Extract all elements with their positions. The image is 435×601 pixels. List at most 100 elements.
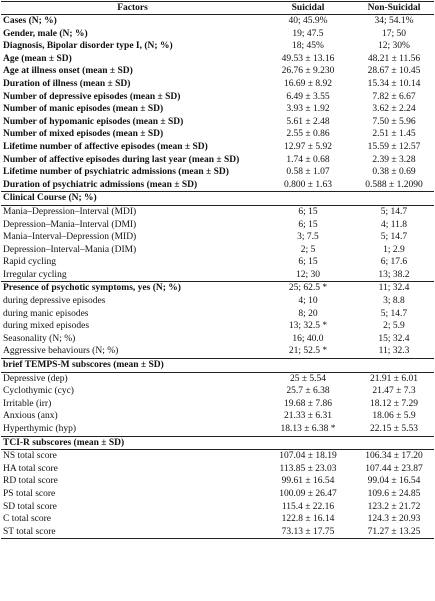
tci-heading: TCI-R subscores (mean ± SD) xyxy=(1,435,434,451)
table-row: Duration of psychiatric admissions (mean… xyxy=(1,179,434,192)
row-label: Mania–Interval–Depression (MID) xyxy=(3,232,137,243)
non-suicidal-value: 2.39 ± 3.28 xyxy=(372,154,416,165)
row-label: Depressive (dep) xyxy=(3,373,68,384)
row-label: Number of hypomanic episodes (mean ± SD) xyxy=(3,116,184,127)
table-row: during manic episodes 8; 20 5; 14.7 xyxy=(1,308,434,321)
tci-rows: NS total score 107.04 ± 18.19 106.34 ± 17.… xyxy=(1,450,434,540)
row-label: Cases (N; %) xyxy=(3,16,57,26)
header-factors: Factors xyxy=(117,2,148,13)
row-label: Duration of illness (mean ± SD) xyxy=(3,78,131,89)
temps-heading: brief TEMPS-M subscores (mean ± SD) xyxy=(1,358,434,373)
row-label: HA total score xyxy=(3,463,58,474)
table-row: NS total score 107.04 ± 18.19 106.34 ± 17.… xyxy=(1,450,434,463)
suicidal-value: 113.85 ± 23.03 xyxy=(279,463,337,474)
row-label: during manic episodes xyxy=(3,308,89,319)
table-row: Anxious (anx) 21.33 ± 6.31 18.06 ± 5.9 xyxy=(1,410,434,423)
non-suicidal-value: 12; 30% xyxy=(378,41,410,52)
non-suicidal-value: 21.47 ± 7.3 xyxy=(372,386,416,397)
non-suicidal-value: 11; 32.3 xyxy=(378,346,410,357)
suicidal-value: 19; 47.5 xyxy=(292,28,324,39)
row-label: during depressive episodes xyxy=(3,296,106,307)
suicidal-value: 2.55 ± 0.86 xyxy=(286,129,330,140)
demographics-rows: Cases (N; %) 40; 45.9% 34; 54.1% Gender, ma… xyxy=(1,15,434,191)
suicidal-value: 6.49 ± 3.55 xyxy=(286,91,330,102)
table-row: HA total score 113.85 ± 23.03 107.44 ± 23.… xyxy=(1,463,434,476)
suicidal-value: 0.800 ± 1.63 xyxy=(284,179,332,190)
non-suicidal-value: 15.34 ± 10.14 xyxy=(367,78,421,89)
row-label: Hyperthymic (hyp) xyxy=(3,424,77,434)
non-suicidal-value: 2; 5.9 xyxy=(383,321,405,332)
non-suicidal-value: 18.12 ± 7.29 xyxy=(370,398,418,409)
table-row: Number of manic episodes (mean ± SD) 3.93… xyxy=(1,103,434,116)
row-label: Number of affective episodes during last… xyxy=(3,154,240,165)
clinical-course-rows: Mania–Depression–Interval (MDI) 6; 15 5; 1… xyxy=(1,206,434,282)
suicidal-value: 18.13 ± 6.38 * xyxy=(280,424,336,434)
row-label: Aggressive behaviours (N; %) xyxy=(3,346,119,357)
non-suicidal-value: 2.51 ± 1.45 xyxy=(372,129,416,140)
row-label: during mixed episodes xyxy=(3,321,90,332)
suicidal-value: 73.13 ± 17.75 xyxy=(281,526,335,537)
header-non-suicidal: Non-Suicidal xyxy=(367,2,421,13)
suicidal-value: 6; 15 xyxy=(298,206,318,217)
suicidal-value: 3; 7.5 xyxy=(297,232,319,243)
suicidal-value: 3.93 ± 1.92 xyxy=(286,104,330,115)
table-row: PS total score 100.09 ± 26.47 109.6 ± 24.8… xyxy=(1,488,434,501)
non-suicidal-value: 123.2 ± 21.72 xyxy=(367,501,421,512)
table-row: Mania–Depression–Interval (MDI) 6; 15 5; 1… xyxy=(1,206,434,219)
suicidal-value: 25; 62.5 * xyxy=(288,283,328,294)
table-row: Depression–Mania–Interval (DMI) 6; 15 4; 1… xyxy=(1,219,434,232)
suicidal-value: 25 ± 5.54 xyxy=(289,373,327,384)
row-label: Mania–Depression–Interval (MDI) xyxy=(3,206,137,217)
row-label: Irregular cycling xyxy=(3,269,67,280)
non-suicidal-value: 106.34 ± 17.20 xyxy=(365,451,423,462)
table-row: C total score 122.8 ± 16.14 124.3 ± 20.93 xyxy=(1,513,434,526)
suicidal-value: 21.33 ± 6.31 xyxy=(284,411,332,422)
row-label: Lifetime number of affective episodes (m… xyxy=(3,141,208,152)
suicidal-value: 4; 10 xyxy=(298,296,318,307)
table-row: Seasonality (N; %) 16; 40.0 15; 32.4 xyxy=(1,333,434,346)
row-label: NS total score xyxy=(3,451,57,462)
non-suicidal-value: 0.588 ± 1.2090 xyxy=(365,179,423,190)
non-suicidal-value: 17; 50 xyxy=(381,28,406,39)
non-suicidal-value: 5; 14.7 xyxy=(380,308,408,319)
non-suicidal-value: 13; 38.2 xyxy=(378,269,410,280)
non-suicidal-value: 3.62 ± 2.24 xyxy=(372,104,416,115)
section-title: brief TEMPS-M subscores (mean ± SD) xyxy=(3,360,164,371)
non-suicidal-value: 34; 54.1% xyxy=(374,16,414,26)
non-suicidal-value: 6; 17.6 xyxy=(380,257,408,268)
table-row: Mania–Interval–Depression (MID) 3; 7.5 5; … xyxy=(1,231,434,244)
suicidal-value: 122.8 ± 16.14 xyxy=(281,514,335,525)
temps-rows: Depressive (dep) 25 ± 5.54 21.91 ± 6.01 Cyc… xyxy=(1,373,434,436)
row-label: Age (mean ± SD) xyxy=(3,53,72,64)
row-label: Cyclothymic (cyc) xyxy=(3,386,74,397)
suicidal-value: 0.58 ± 1.07 xyxy=(286,167,330,178)
suicidal-value: 25.7 ± 6.38 xyxy=(286,386,330,397)
suicidal-value: 12.97 ± 5.92 xyxy=(284,141,332,152)
non-suicidal-value: 107.44 ± 23.87 xyxy=(365,463,423,474)
suicidal-value: 40; 45.9% xyxy=(288,16,328,26)
table-header: Factors Suicidal Non-Suicidal xyxy=(1,1,434,15)
suicidal-value: 13; 32.5 * xyxy=(288,321,328,332)
row-label: Rapid cycling xyxy=(3,257,57,268)
suicidal-value: 6; 15 xyxy=(298,219,318,230)
table-row: Irregular cycling 12; 30 13; 38.2 xyxy=(1,269,434,282)
suicidal-value: 5.61 ± 2.48 xyxy=(286,116,330,127)
table-row: during depressive episodes 4; 10 3; 8.8 xyxy=(1,295,434,308)
row-label: Seasonality (N; %) xyxy=(3,333,76,344)
section-title: Clinical Course (N; %) xyxy=(3,193,97,204)
non-suicidal-value: 22.15 ± 5.53 xyxy=(370,424,418,434)
row-label: Anxious (anx) xyxy=(3,411,58,422)
suicidal-value: 19.68 ± 7.86 xyxy=(284,398,332,409)
suicidal-value: 18; 45% xyxy=(292,41,324,52)
table-row: Age at illness onset (mean ± SD) 26.76 ± … xyxy=(1,65,434,78)
suicidal-value: 2; 5 xyxy=(300,244,316,255)
non-suicidal-value: 109.6 ± 24.85 xyxy=(367,488,421,499)
non-suicidal-value: 3; 8.8 xyxy=(383,296,405,307)
table-row: Number of hypomanic episodes (mean ± SD)… xyxy=(1,116,434,129)
row-label: Depression–Interval–Mania (DIM) xyxy=(3,244,137,255)
table-row: Number of mixed episodes (mean ± SD) 2.55… xyxy=(1,128,434,141)
suicidal-value: 12; 30 xyxy=(295,269,320,280)
suicidal-value: 16.69 ± 8.92 xyxy=(284,78,332,89)
table-row: Hyperthymic (hyp) 18.13 ± 6.38 * 22.15 ± 5… xyxy=(1,423,434,436)
non-suicidal-value: 21.91 ± 6.01 xyxy=(370,373,418,384)
